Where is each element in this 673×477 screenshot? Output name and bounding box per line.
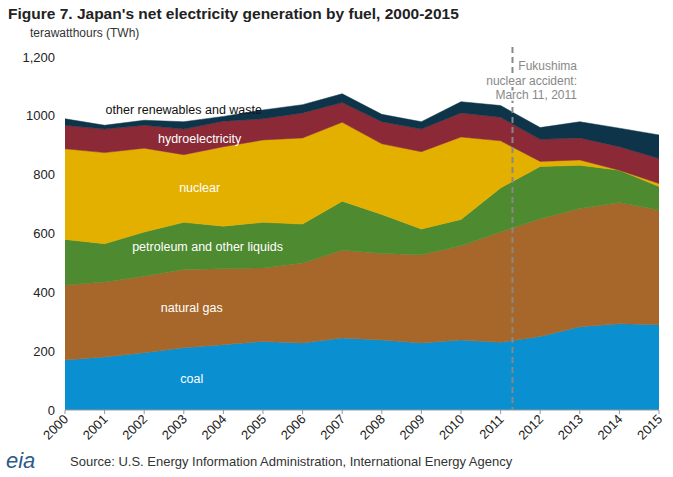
y-tick-label: 0 [48,403,55,418]
x-tick-label: 2001 [80,412,111,443]
chart: Figure 7. Japan's net electricity genera… [0,0,673,477]
x-tick [579,410,580,414]
x-tick [619,410,620,414]
x-tick [461,410,462,414]
areas [65,94,659,410]
y-tick [62,292,65,293]
y-tick [62,174,65,175]
x-tick [659,410,660,414]
x-tick-label: 2013 [555,412,586,443]
x-tick [302,410,303,414]
x-tick-label: 2011 [476,412,506,442]
y-tick [62,115,65,116]
x-tick [104,410,105,414]
y-tick [62,351,65,352]
series-label: natural gas [161,301,223,315]
x-tick-label: 2005 [238,412,269,443]
series-label: nuclear [179,181,220,195]
series-label: other renewables and waste [106,103,262,117]
x-tick-label: 2008 [357,412,388,443]
subtitle: terawatthours (TWh) [30,26,139,40]
x-tick-label: 2003 [159,412,190,443]
x-tick [144,410,145,414]
source: Source: U.S. Energy Information Administ… [70,454,513,469]
y-tick [62,410,65,411]
x-tick-label: 2006 [278,412,309,443]
y-tick-label: 1,200 [22,50,55,65]
x-tick [65,410,66,414]
y-tick-label: 400 [33,285,55,300]
x-tick-label: 2000 [40,412,71,443]
area [65,103,659,184]
x-tick [540,410,541,414]
x-tick-label: 2004 [198,412,229,443]
x-axis [65,410,659,411]
x-tick-label: 2014 [594,412,625,443]
y-tick-label: 600 [33,226,55,241]
logo: eia [6,448,35,473]
x-tick [381,410,382,414]
annotation-text: March 11, 2011 [495,88,577,102]
x-tick-label: 2015 [634,412,665,443]
y-tick-label: 1000 [26,108,55,123]
series-label: coal [180,372,203,386]
x-tick-label: 2012 [515,412,546,443]
x-tick [263,410,264,414]
x-tick-label: 2007 [317,412,348,443]
x-tick-label: 2010 [436,412,467,443]
area [65,94,659,159]
x-tick [342,410,343,414]
x-tick [223,410,224,414]
y-tick [62,57,65,58]
y-tick [62,233,65,234]
x-tick [421,410,422,414]
x-tick-label: 2009 [396,412,427,443]
annotation-text: nuclear accident: [486,74,577,88]
series-label: hydroelectricity [158,132,242,146]
x-tick-label: 2002 [119,412,150,443]
annotation-text: Fukushima [518,59,577,73]
y-tick-label: 200 [33,344,55,359]
title: Figure 7. Japan's net electricity genera… [8,5,459,22]
series-label: petroleum and other liquids [132,240,283,254]
y-tick-label: 800 [33,167,55,182]
x-tick [183,410,184,414]
x-tick [500,410,501,414]
